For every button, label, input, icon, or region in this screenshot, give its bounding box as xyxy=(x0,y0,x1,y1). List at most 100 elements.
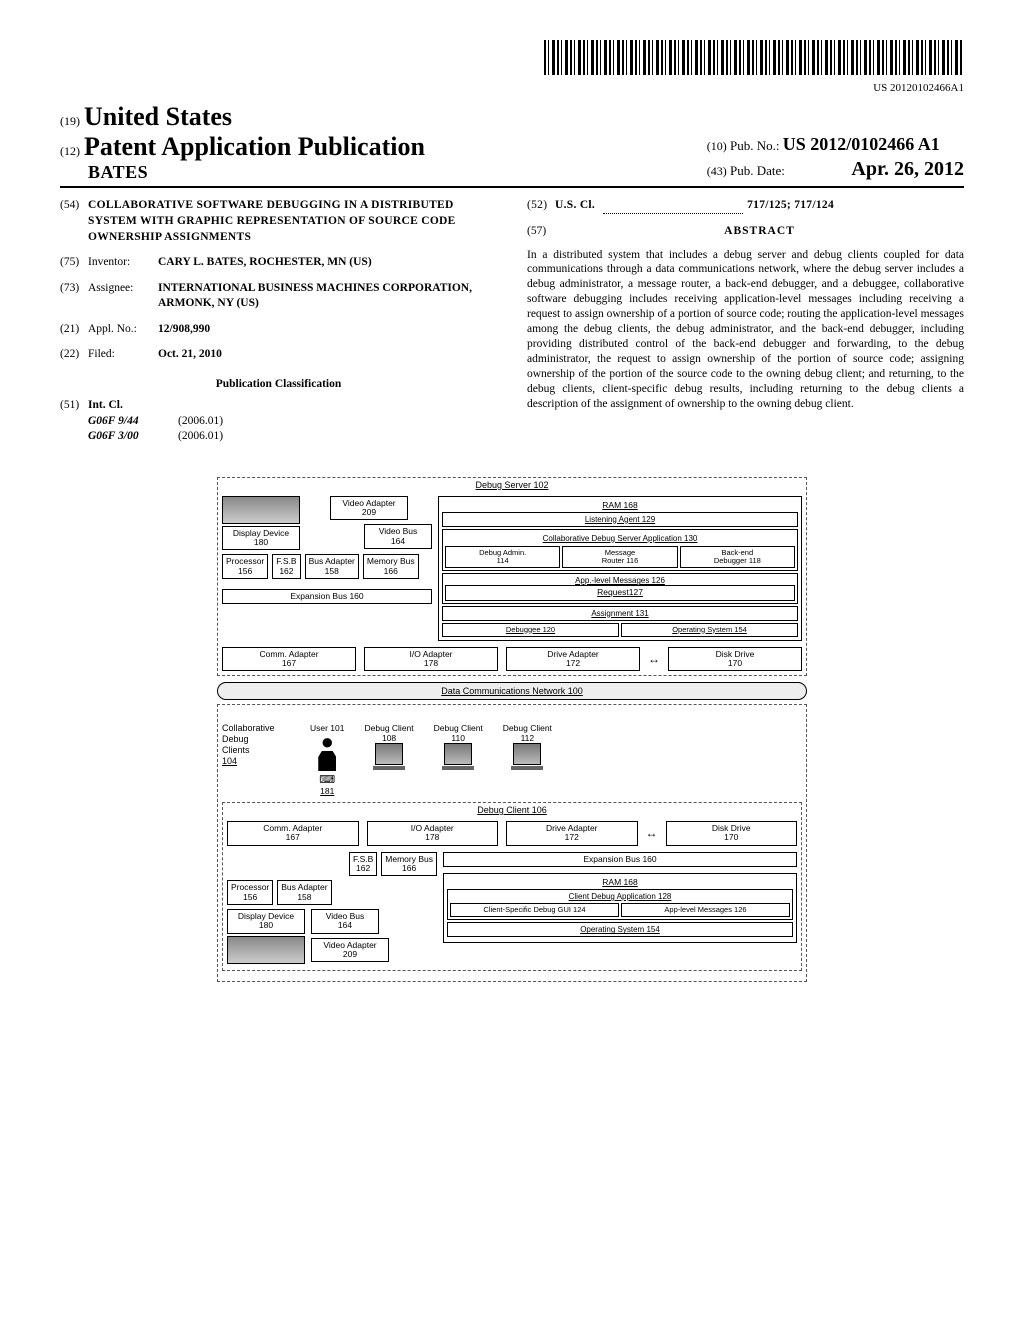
filed-label: Filed: xyxy=(88,347,158,363)
app-msgs: App.-level Messages 126 xyxy=(445,576,795,585)
barcode-region xyxy=(60,40,964,80)
debug-client-110: Debug Client 110 xyxy=(434,723,483,772)
debug-server-box: Debug Server 102 Display Device 180 Vide… xyxy=(217,477,807,677)
clients-label: CollaborativeDebugClients104 xyxy=(222,723,290,766)
bibliographic-data: (54) COLLABORATIVE SOFTWARE DEBUGGING IN… xyxy=(60,198,964,446)
filed-tag: (22) xyxy=(60,347,88,363)
clients-box: CollaborativeDebugClients104 User 101 ● … xyxy=(217,704,807,981)
pubdate: Apr. 26, 2012 xyxy=(851,158,964,180)
biblio-left: (54) COLLABORATIVE SOFTWARE DEBUGGING IN… xyxy=(60,198,497,446)
intcl-year-0: (2006.01) xyxy=(178,414,223,430)
uscl-value: 717/125; 717/124 xyxy=(747,198,834,214)
disk-drive: Disk Drive 170 xyxy=(668,647,802,672)
intcl-tag: (51) xyxy=(60,398,88,445)
header: (19) United States (12) Patent Applicati… xyxy=(60,102,964,188)
debug-server-title: Debug Server 102 xyxy=(472,480,551,490)
publication-line: Patent Application Publication xyxy=(84,132,425,161)
applno-tag: (21) xyxy=(60,322,88,338)
c-ram-title: RAM 168 xyxy=(447,877,793,887)
drive-adapter: Drive Adapter 172 xyxy=(506,647,640,672)
pubno-label: Pub. No.: xyxy=(730,138,779,153)
uscl-label: U.S. Cl. xyxy=(555,198,595,214)
listening-agent: Listening Agent 129 xyxy=(442,512,798,527)
abstract-text: In a distributed system that includes a … xyxy=(527,248,964,412)
abstract-heading: ABSTRACT xyxy=(555,224,964,240)
display-icon xyxy=(222,496,300,524)
c-display-icon xyxy=(227,936,305,964)
ram-box: RAM 168 Listening Agent 129 Collaborativ… xyxy=(438,496,802,641)
memory-bus: Memory Bus 166 xyxy=(363,554,419,579)
assignment: Assignment 131 xyxy=(442,606,798,621)
backend-dbg: Back-end Debugger 118 xyxy=(680,546,795,569)
bus-adapter: Bus Adapter 158 xyxy=(305,554,359,579)
debug-client-106-box: Debug Client 106 Comm. Adapter 167 I/O A… xyxy=(222,802,802,971)
c-processor: Processor 156 xyxy=(227,880,273,905)
uscl-tag: (52) xyxy=(527,198,555,214)
pubclass-heading: Publication Classification xyxy=(60,377,497,393)
fsb: F.S.B 162 xyxy=(272,554,300,579)
country-tag: (19) xyxy=(60,114,80,128)
c-comm-adapter: Comm. Adapter 167 xyxy=(227,821,359,846)
header-right: (10) Pub. No.: US 2012/0102466 A1 (43) P… xyxy=(707,133,964,182)
barcode-graphic xyxy=(544,40,964,75)
debug-client-106-title: Debug Client 106 xyxy=(474,805,550,815)
pubno: US 2012/0102466 A1 xyxy=(783,134,940,154)
debuggee: Debuggee 120 xyxy=(442,623,619,637)
c-video-bus: Video Bus 164 xyxy=(311,909,379,934)
user-block: User 101 ● ⌨ 181 xyxy=(310,723,345,796)
intcl-code-1: G06F 3/00 xyxy=(88,429,178,445)
intcl-code-0: G06F 9/44 xyxy=(88,414,178,430)
c-bus-adapter: Bus Adapter 158 xyxy=(277,880,331,905)
applno-label: Appl. No.: xyxy=(88,322,158,338)
system-diagram: Debug Server 102 Display Device 180 Vide… xyxy=(217,477,807,982)
debug-admin: Debug Admin. 114 xyxy=(445,546,560,569)
uscl-dots xyxy=(603,198,743,214)
author-name: BATES xyxy=(60,162,425,183)
title-tag: (54) xyxy=(60,198,88,245)
inventor-tag: (75) xyxy=(60,255,88,271)
assignee-tag: (73) xyxy=(60,281,88,312)
debug-client-108: Debug Client 108 xyxy=(365,723,414,772)
c-expansion-bus: Expansion Bus 160 xyxy=(443,852,797,867)
request: Request127 xyxy=(445,585,795,600)
pubno-tag: (10) xyxy=(707,139,727,153)
c-drive-adapter: Drive Adapter 172 xyxy=(506,821,638,846)
debug-client-112: Debug Client 112 xyxy=(503,723,552,772)
comm-adapter: Comm. Adapter 167 xyxy=(222,647,356,672)
processor: Processor 156 xyxy=(222,554,268,579)
intcl-label: Int. Cl. xyxy=(88,398,497,414)
country: United States xyxy=(84,102,232,131)
pubdate-label: Pub. Date: xyxy=(730,163,785,178)
barcode-number: US 20120102466A1 xyxy=(60,82,964,94)
os: Operating System 154 xyxy=(621,623,798,637)
invention-title: COLLABORATIVE SOFTWARE DEBUGGING IN A DI… xyxy=(88,198,497,245)
display-device: Display Device 180 xyxy=(222,526,300,551)
intcl-year-1: (2006.01) xyxy=(178,429,223,445)
video-bus: Video Bus 164 xyxy=(364,524,432,549)
abstract-tag: (57) xyxy=(527,224,555,244)
io-adapter: I/O Adapter 178 xyxy=(364,647,498,672)
expansion-bus: Expansion Bus 160 xyxy=(222,589,432,604)
c-memory-bus: Memory Bus 166 xyxy=(381,852,437,877)
c-fsb: F.S.B 162 xyxy=(349,852,377,877)
c-ram-box: RAM 168 Client Debug Application 128 Cli… xyxy=(443,873,797,943)
network-bar: Data Communications Network 100 xyxy=(217,682,807,700)
msg-router: Message Router 116 xyxy=(562,546,677,569)
inventor-label: Inventor: xyxy=(88,255,158,271)
c-disk-drive: Disk Drive 170 xyxy=(666,821,798,846)
client-gui: Client-Specific Debug GUI 124 xyxy=(450,903,619,917)
c-os: Operating System 154 xyxy=(447,922,793,937)
filed-value: Oct. 21, 2010 xyxy=(158,347,497,363)
kb-ref: 181 xyxy=(310,786,345,796)
c-display-device: Display Device 180 xyxy=(227,909,305,934)
assignee-label: Assignee: xyxy=(88,281,158,312)
header-left: (19) United States (12) Patent Applicati… xyxy=(60,102,425,182)
collab-app: Collaborative Debug Server Application 1… xyxy=(445,532,795,545)
biblio-right: (52) U.S. Cl. 717/125; 717/124 (57) ABST… xyxy=(527,198,964,446)
applno-value: 12/908,990 xyxy=(158,322,497,338)
client-msgs: App-level Messages 126 xyxy=(621,903,790,917)
assignee-value: INTERNATIONAL BUSINESS MACHINES CORPORAT… xyxy=(158,281,497,312)
video-adapter: Video Adapter 209 xyxy=(330,496,408,521)
ram-title: RAM 168 xyxy=(442,500,798,510)
client-app: Client Debug Application 128 xyxy=(450,892,790,901)
